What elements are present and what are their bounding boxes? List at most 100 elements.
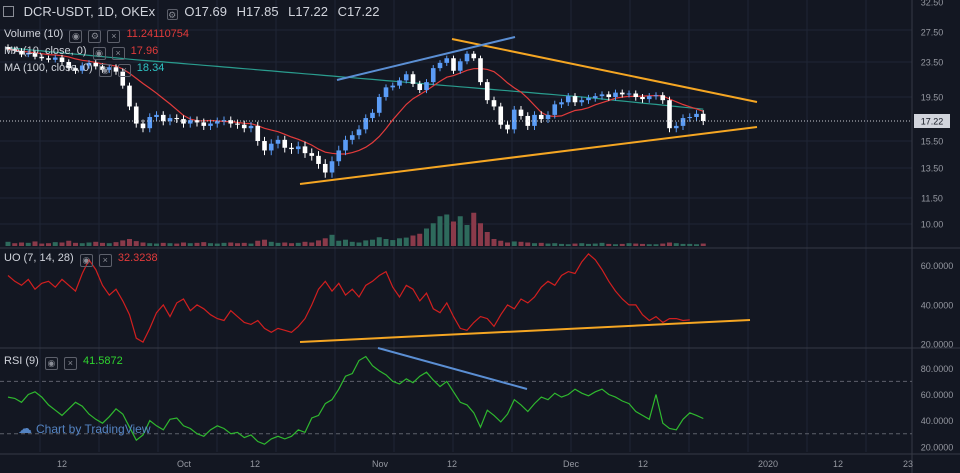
candle-body bbox=[370, 112, 375, 119]
volume-bar bbox=[619, 243, 625, 246]
candle-body bbox=[140, 123, 146, 129]
rsi-tick-label: 40.0000 bbox=[921, 416, 954, 426]
volume-bar bbox=[505, 242, 510, 246]
time-axis: 12 Oct 12 Nov 12 Dec 12 2020 12 23 bbox=[57, 459, 913, 469]
visibility-icon[interactable]: ◉ bbox=[44, 357, 58, 370]
volume-bar bbox=[221, 242, 227, 246]
volume-bar bbox=[606, 243, 612, 246]
candle-body bbox=[343, 139, 348, 151]
volume-bar bbox=[653, 244, 659, 246]
volume-bar bbox=[316, 240, 321, 246]
visibility-icon[interactable]: ◉ bbox=[69, 30, 83, 43]
volume-bar bbox=[565, 244, 571, 246]
candle-body bbox=[309, 153, 315, 156]
uo-tick-label: 20.0000 bbox=[921, 340, 954, 350]
settings-icon[interactable]: ⚙ bbox=[88, 30, 102, 43]
candle-body bbox=[194, 120, 200, 123]
candle-body bbox=[235, 123, 240, 125]
volume-bar bbox=[640, 243, 645, 246]
candle-body bbox=[208, 123, 213, 126]
candle-body bbox=[532, 114, 537, 126]
volume-bar bbox=[39, 243, 45, 246]
ma10-legend[interactable]: MA (10, close, 0) ◉ × 17.96 bbox=[4, 44, 158, 60]
symbol-label[interactable]: DCR-USDT, 1D, OKEx bbox=[23, 4, 156, 19]
close-icon[interactable]: × bbox=[117, 64, 131, 77]
close-icon[interactable]: × bbox=[111, 47, 125, 60]
price-tick-label: 13.50 bbox=[921, 164, 944, 174]
volume-bar bbox=[356, 242, 362, 246]
volume-bar bbox=[451, 221, 456, 246]
uo-tick-label: 60.0000 bbox=[921, 261, 954, 271]
volume-series bbox=[5, 212, 706, 246]
price-tick-label: 15.50 bbox=[921, 137, 944, 147]
volume-bar bbox=[633, 243, 639, 246]
close-icon[interactable]: × bbox=[107, 30, 121, 43]
volume-bar bbox=[417, 233, 423, 246]
time-tick-label: 12 bbox=[833, 459, 843, 469]
rsi-value: 41.5872 bbox=[82, 355, 123, 367]
tradingview-watermark[interactable]: ☁ Chart by TradingView bbox=[18, 420, 151, 437]
price-axis: 32.50 27.50 23.50 19.50 17.22 15.50 13.50 11.50… bbox=[914, 0, 950, 230]
candle-body bbox=[329, 161, 335, 173]
cloud-icon: ☁ bbox=[18, 420, 32, 436]
symbol-icon[interactable] bbox=[3, 6, 14, 17]
volume-bar bbox=[329, 234, 335, 246]
candle-body bbox=[673, 125, 679, 129]
rsi-legend[interactable]: RSI (9) ◉ × 41.5872 bbox=[4, 354, 123, 370]
volume-bar bbox=[127, 239, 132, 246]
ma100-legend[interactable]: MA (100, close, 0) ◉ × 18.34 bbox=[4, 61, 164, 77]
close-icon[interactable]: × bbox=[63, 357, 77, 370]
candle-body bbox=[633, 93, 639, 97]
ma10-label: MA (10, close, 0) bbox=[4, 45, 87, 57]
volume-bar bbox=[154, 243, 159, 246]
volume-bar bbox=[248, 243, 254, 246]
candle-body bbox=[653, 95, 659, 97]
candle-body bbox=[491, 100, 497, 107]
candle-body bbox=[255, 125, 261, 141]
candle-body bbox=[437, 62, 443, 69]
volume-bar bbox=[518, 241, 524, 246]
candle-body bbox=[694, 113, 699, 117]
volume-bar bbox=[46, 243, 51, 246]
time-tick-label: Nov bbox=[372, 459, 389, 469]
last-price-badge bbox=[914, 114, 950, 128]
visibility-icon[interactable]: ◉ bbox=[92, 47, 106, 60]
candle-body bbox=[444, 58, 450, 63]
candle-body bbox=[336, 150, 342, 162]
uo-axis: 60.0000 40.0000 20.0000 bbox=[921, 261, 954, 349]
candle-body bbox=[167, 118, 173, 122]
volume-legend[interactable]: Volume (10) ◉ ⚙ × 11.24110754 bbox=[4, 27, 189, 43]
rsi-tick-label: 20.0000 bbox=[921, 442, 954, 452]
uo-legend[interactable]: UO (7, 14, 28) ◉ × 32.3238 bbox=[4, 251, 158, 267]
visibility-icon[interactable]: ◉ bbox=[79, 254, 93, 267]
candle-body bbox=[559, 102, 564, 105]
volume-bar bbox=[73, 242, 78, 246]
low-value: L17.22 bbox=[288, 4, 328, 19]
volume-bar bbox=[309, 242, 315, 246]
volume-bar bbox=[410, 235, 416, 246]
candle-body bbox=[127, 85, 132, 107]
volume-bar bbox=[599, 242, 605, 246]
volume-bar bbox=[302, 241, 308, 246]
candle-body bbox=[268, 143, 274, 151]
ma10-value: 17.96 bbox=[130, 45, 159, 57]
time-tick-label: Dec bbox=[563, 459, 580, 469]
volume-bar bbox=[113, 242, 119, 246]
visibility-icon[interactable]: ◉ bbox=[98, 64, 112, 77]
volume-bar bbox=[140, 242, 146, 246]
uo-tick-label: 40.0000 bbox=[921, 300, 954, 310]
volume-bar bbox=[626, 243, 632, 246]
candle-body bbox=[25, 53, 31, 55]
rsi-axis: 80.0000 60.0000 40.0000 20.0000 bbox=[921, 364, 954, 452]
candle-body bbox=[505, 124, 510, 130]
time-tick-label: 12 bbox=[57, 459, 67, 469]
volume-bar bbox=[552, 243, 558, 246]
candle-body bbox=[417, 83, 423, 90]
price-tick-label: 23.50 bbox=[921, 58, 944, 68]
volume-bar bbox=[235, 243, 240, 246]
close-icon[interactable]: × bbox=[98, 254, 112, 267]
volume-bar bbox=[538, 242, 544, 246]
time-tick-label: Oct bbox=[177, 459, 192, 469]
settings-icon[interactable]: ⚙ bbox=[166, 9, 178, 20]
